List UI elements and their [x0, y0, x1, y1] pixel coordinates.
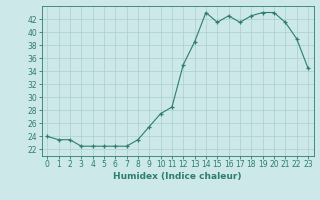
- X-axis label: Humidex (Indice chaleur): Humidex (Indice chaleur): [113, 172, 242, 181]
